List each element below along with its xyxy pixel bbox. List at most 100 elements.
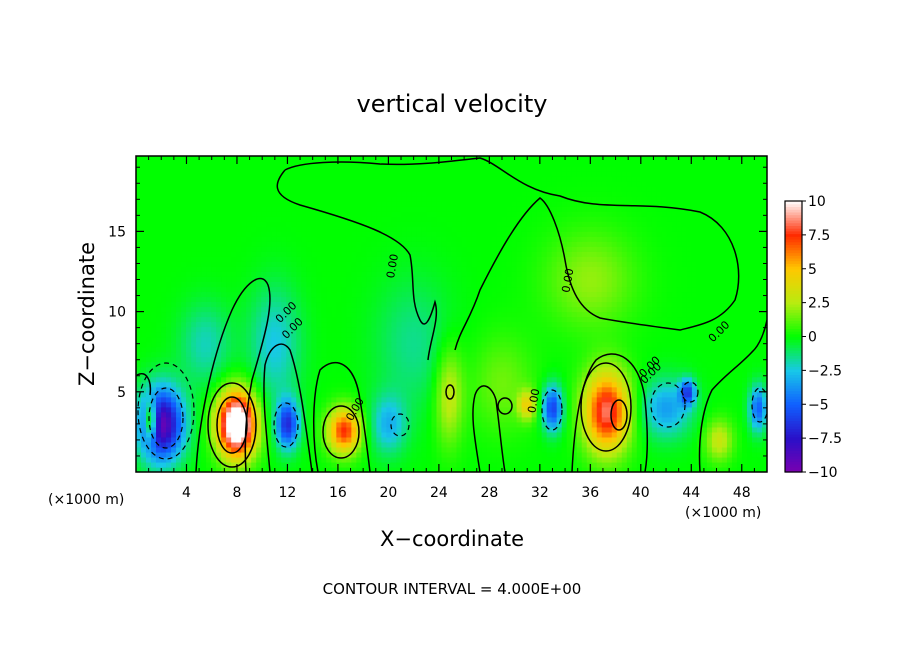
heatmap-cell [331, 331, 337, 338]
heatmap-cell [701, 456, 708, 463]
heatmap-cell [421, 366, 428, 373]
heatmap-cell [356, 416, 362, 423]
heatmap-cell [566, 361, 573, 368]
heatmap-cell [556, 291, 563, 298]
heatmap-cell [661, 416, 668, 423]
heatmap-cell [421, 466, 428, 472]
heatmap-cell [676, 411, 683, 418]
heatmap-cell [416, 276, 423, 282]
heatmap-cell [301, 461, 307, 468]
heatmap-cell [531, 371, 538, 378]
heatmap-cell [311, 281, 317, 288]
heatmap-cell [151, 446, 157, 453]
heatmap-cell [301, 441, 307, 448]
heatmap-cell [291, 286, 297, 293]
heatmap-cell [341, 361, 347, 368]
heatmap-cell [506, 406, 513, 413]
heatmap-cell [716, 396, 723, 403]
heatmap-cell [251, 446, 257, 453]
heatmap-cell [601, 356, 608, 363]
heatmap-cell [516, 376, 523, 383]
heatmap-cell [401, 421, 408, 428]
heatmap-cell [171, 271, 177, 277]
heatmap-cell [731, 301, 738, 308]
heatmap-cell [296, 421, 302, 428]
heatmap-cell [531, 351, 538, 358]
heatmap-cell [416, 286, 423, 293]
heatmap-cell [601, 396, 608, 403]
heatmap-cell [536, 391, 543, 398]
heatmap-cell [511, 331, 518, 338]
heatmap-cell [626, 371, 633, 378]
heatmap-cell [716, 391, 723, 398]
heatmap-cell [756, 436, 763, 443]
heatmap-cell [166, 436, 172, 443]
heatmap-cell [176, 341, 182, 348]
heatmap-cell [631, 306, 638, 313]
heatmap-cell [381, 391, 387, 398]
heatmap-cell [191, 326, 197, 333]
heatmap-cell [711, 371, 718, 378]
heatmap-cell [351, 311, 357, 318]
heatmap-cell [286, 461, 292, 468]
heatmap-cell [436, 431, 443, 438]
heatmap-cell [551, 436, 558, 443]
heatmap-cell [441, 286, 448, 293]
heatmap-cell [561, 276, 568, 282]
heatmap-cell [501, 321, 508, 328]
heatmap-cell [626, 311, 633, 318]
heatmap-cell [606, 321, 613, 328]
heatmap-cell [551, 286, 558, 293]
heatmap-cell [411, 306, 418, 313]
heatmap-cell [351, 346, 357, 353]
heatmap-cell [541, 431, 548, 438]
heatmap-cell [361, 461, 367, 468]
heatmap-cell [426, 431, 433, 438]
heatmap-cell [361, 331, 367, 338]
heatmap-cell [486, 376, 493, 383]
heatmap-cell [436, 446, 443, 453]
heatmap-cell [271, 391, 277, 398]
heatmap-cell [411, 401, 418, 408]
heatmap-cell [276, 326, 282, 333]
heatmap-cell [751, 306, 758, 313]
heatmap-cell [211, 341, 217, 348]
heatmap-cell [746, 421, 753, 428]
heatmap-cell [476, 311, 483, 318]
heatmap-cell [246, 461, 252, 468]
heatmap-cell [251, 331, 257, 338]
heatmap-cell [246, 366, 252, 373]
heatmap-cell [446, 376, 453, 383]
heatmap-cell [466, 441, 473, 448]
heatmap-cell [651, 306, 658, 313]
heatmap-cell [456, 426, 463, 433]
heatmap-cell [151, 291, 157, 298]
heatmap-cell [691, 296, 698, 303]
heatmap-cell [151, 306, 157, 313]
heatmap-cell [196, 446, 202, 453]
heatmap-cell [301, 281, 307, 288]
heatmap-cell [716, 371, 723, 378]
heatmap-cell [516, 361, 523, 368]
heatmap-cell [221, 386, 227, 393]
heatmap-cell [451, 326, 458, 333]
heatmap-cell [386, 431, 393, 438]
heatmap-cell [146, 456, 152, 463]
heatmap-cell [516, 321, 523, 328]
heatmap-cell [606, 291, 613, 298]
heatmap-cell [501, 386, 508, 393]
heatmap-cell [201, 281, 207, 288]
heatmap-cell [541, 326, 548, 333]
heatmap-cell [761, 396, 767, 403]
heatmap-cell [251, 466, 257, 472]
heatmap-cell [516, 436, 523, 443]
heatmap-cell [671, 361, 678, 368]
heatmap-cell [691, 411, 698, 418]
heatmap-cell [356, 356, 362, 363]
heatmap-cell [311, 301, 317, 308]
heatmap-cell [416, 466, 423, 472]
heatmap-cell [161, 451, 167, 458]
heatmap-cell [281, 311, 287, 318]
heatmap-cell [426, 321, 433, 328]
heatmap-cell [476, 391, 483, 398]
